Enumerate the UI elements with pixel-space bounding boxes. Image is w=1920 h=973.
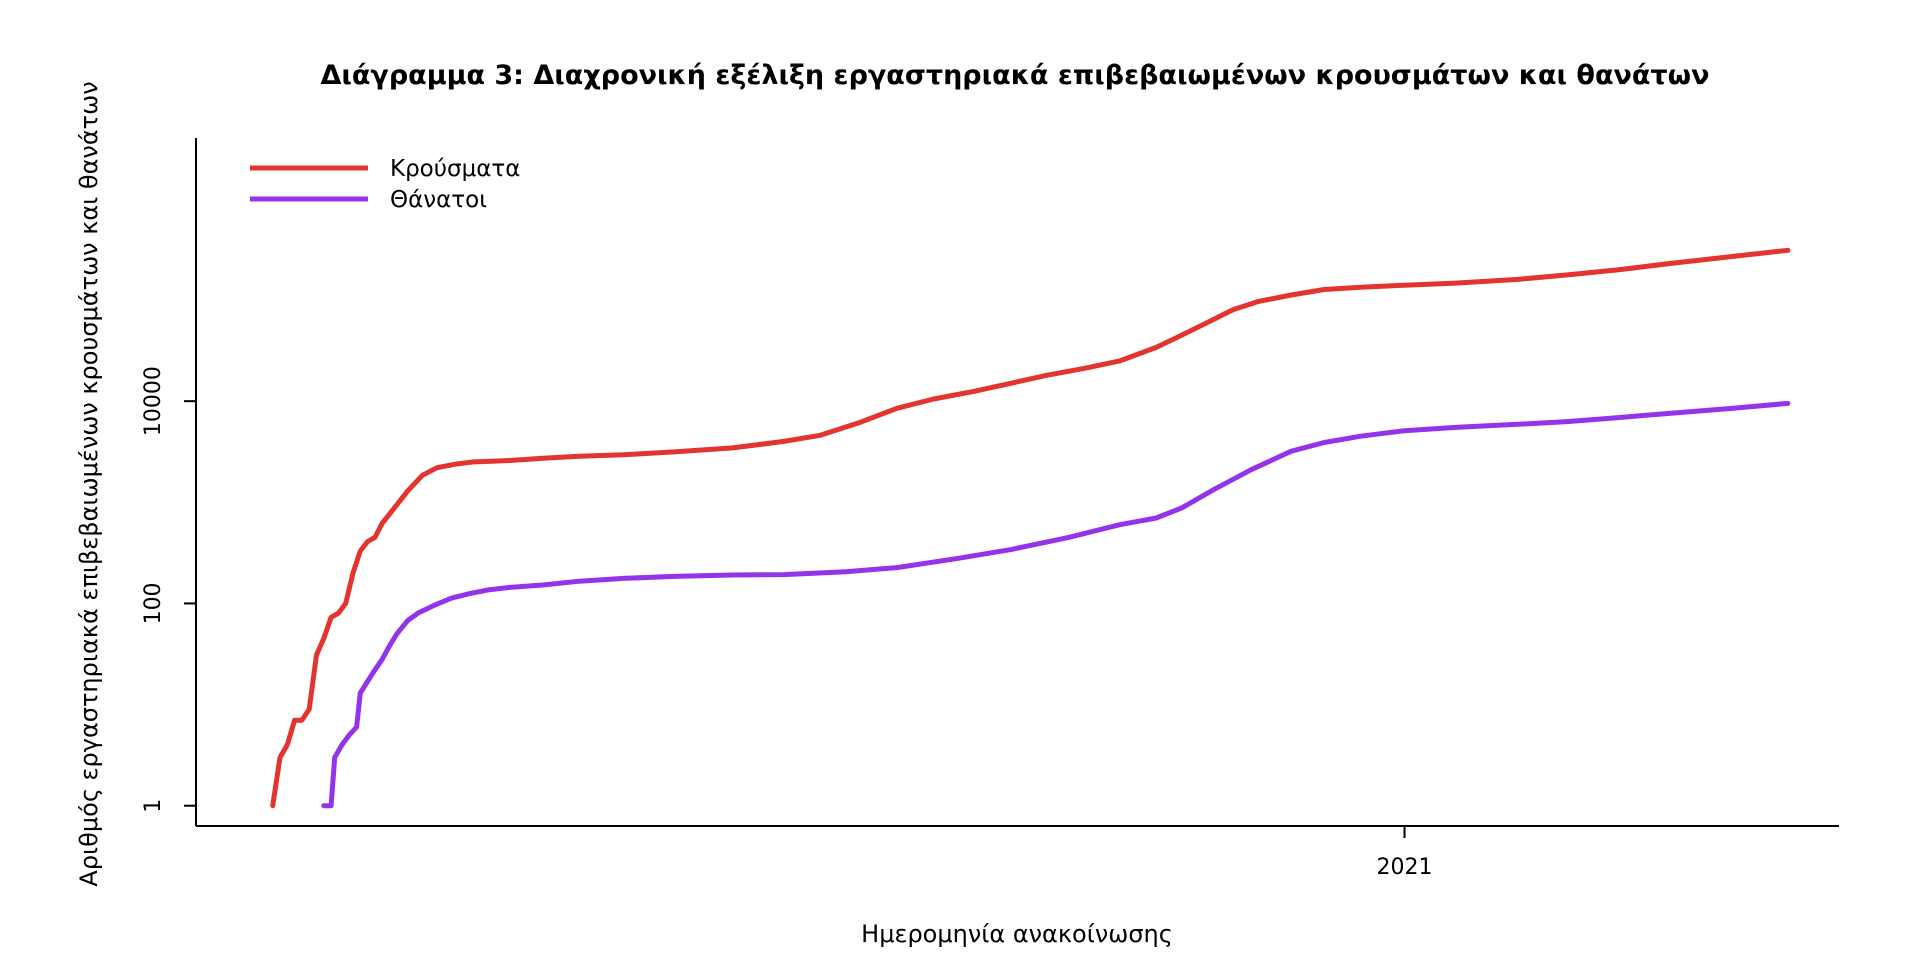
y-tick-label: 1 bbox=[141, 799, 166, 813]
legend-label-cases: Κρούσματα bbox=[390, 156, 520, 182]
axes bbox=[195, 138, 1839, 827]
series-line-deaths bbox=[321, 400, 1791, 809]
legend-label-deaths: Θάνατοι bbox=[390, 187, 487, 213]
x-tick-label: 2021 bbox=[1377, 855, 1433, 880]
series-line-cases bbox=[270, 247, 1791, 809]
y-tick-label: 100 bbox=[141, 582, 166, 624]
series-group bbox=[270, 247, 1791, 809]
x-axis-label: Ημερομηνία ανακοίνωσης bbox=[861, 920, 1173, 948]
legend: Κρούσματα Θάνατοι bbox=[250, 156, 520, 213]
y-axis-label: Αριθμός εργαστηριακά επιβεβαιωμένων κρου… bbox=[75, 81, 103, 886]
y-ticks: 1 100 10000 bbox=[141, 366, 196, 813]
x-ticks: 2021 bbox=[1377, 826, 1433, 880]
y-tick-label: 10000 bbox=[141, 366, 166, 436]
chart-title: Διάγραμμα 3: Διαχρονική εξέλιξη εργαστηρ… bbox=[320, 60, 1709, 91]
